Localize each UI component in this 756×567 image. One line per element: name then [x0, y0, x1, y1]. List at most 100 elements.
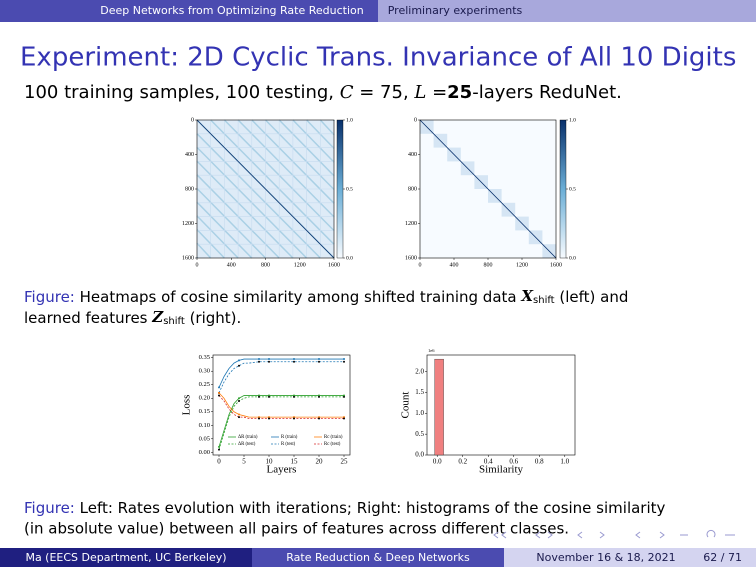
- colorbar-tick-label: 1.0: [346, 117, 353, 123]
- legend-label: Rc (test): [324, 442, 341, 447]
- caption-math: X: [520, 287, 534, 305]
- subtitle-text: =: [426, 82, 447, 103]
- caption-text: (left) and: [555, 288, 629, 306]
- heatmap-stripe: [196, 133, 321, 259]
- series-marker: [218, 391, 220, 394]
- x-tick-label: 1600: [328, 262, 340, 268]
- series-line: [218, 361, 344, 394]
- caption-text: (in absolute value) between all pairs of…: [24, 520, 569, 538]
- caption-text: Left: Rates evolution with iterations; R…: [80, 499, 666, 517]
- series-marker: [343, 417, 345, 420]
- x-tick-label: 0.8: [535, 458, 544, 466]
- x-tick-label: 1600: [550, 262, 562, 268]
- footer-left: [0, 548, 252, 567]
- footer-right: [504, 548, 756, 567]
- y-tick-label: 800: [185, 186, 194, 192]
- y-tick-label: 0: [191, 117, 194, 123]
- y-tick-label: 0.30: [199, 368, 210, 375]
- caption-subscript: shift: [163, 316, 185, 327]
- heatmap-stripe: [237, 119, 335, 218]
- colorbar-tick-label: 0.0: [346, 255, 353, 261]
- subtitle-text: 100 training samples, 100 testing,: [24, 82, 340, 103]
- series-marker: [258, 395, 260, 398]
- x-tick-label: 0.0: [433, 458, 442, 466]
- series-marker: [218, 445, 220, 448]
- subtitle-bold: 25: [447, 82, 472, 103]
- x-tick-label: 0.6: [509, 458, 518, 466]
- heatmap-stripe: [292, 119, 335, 163]
- x-tick-label: 0: [419, 262, 422, 268]
- series-marker: [268, 360, 270, 363]
- colorbar-tick-label: 0.0: [569, 255, 576, 261]
- series-marker: [293, 417, 295, 420]
- y-tick-label: 2.0: [415, 367, 424, 375]
- caption-label: Figure:: [24, 288, 75, 306]
- series-marker: [293, 358, 295, 361]
- footer-date: November 16 & 18, 2021: [536, 551, 675, 564]
- caption-subscript: shift: [533, 295, 555, 306]
- series-marker: [238, 397, 240, 400]
- footer-title: Rate Reduction & Deep Networks: [286, 551, 470, 564]
- x-tick-label: 0.4: [484, 458, 493, 466]
- header-subsection: Preliminary experiments: [388, 4, 523, 17]
- header-left-bar: [0, 0, 378, 22]
- y-tick-label: 1.0: [415, 409, 424, 417]
- series-marker: [238, 359, 240, 362]
- footer-middle: [252, 548, 504, 567]
- y-tick-label: 1600: [405, 255, 417, 261]
- plot-area: [426, 354, 576, 456]
- legend-label: ΔR (train): [238, 435, 258, 440]
- series-marker: [318, 358, 320, 361]
- y-tick-label: 0.20: [199, 395, 210, 402]
- series-line: [218, 392, 344, 418]
- x-tick-label: 5: [242, 458, 246, 466]
- series-line: [218, 358, 344, 388]
- series-line: [218, 395, 344, 448]
- series-marker: [238, 413, 240, 416]
- series-marker: [258, 417, 260, 420]
- series-marker: [258, 358, 260, 361]
- y-tick-label: 0.15: [199, 408, 210, 415]
- series-marker: [343, 395, 345, 398]
- nav-icons: [493, 529, 735, 539]
- legend-label: ΔR (test): [238, 442, 256, 447]
- x-tick-label: 0: [217, 458, 221, 466]
- x-tick-label: 1200: [516, 262, 528, 268]
- subtitle-text: = 75,: [354, 82, 415, 103]
- caption-text: learned features: [24, 309, 152, 327]
- caption-text: (right).: [185, 309, 241, 327]
- heatmap-stripe: [264, 119, 335, 191]
- series-marker: [218, 394, 220, 397]
- caption: Figure: Heatmaps of cosine similarity am…: [24, 287, 628, 306]
- series-marker: [318, 360, 320, 363]
- x-tick-label: 20: [316, 458, 324, 466]
- caption-label: Figure:: [24, 499, 75, 517]
- y-tick-label: 0: [414, 117, 417, 123]
- x-tick-label: 25: [341, 458, 349, 466]
- x-tick-label: 400: [450, 262, 459, 268]
- x-tick-label: 0.2: [458, 458, 467, 466]
- histogram-bar: [434, 358, 444, 456]
- x-tick-label: 400: [227, 262, 236, 268]
- legend-label: R (test): [281, 442, 296, 447]
- y-tick-label: 0.5: [415, 430, 424, 438]
- y-tick-label: 0.35: [199, 354, 210, 361]
- x-tick-label: 800: [484, 262, 493, 268]
- series-marker: [268, 395, 270, 398]
- series-marker: [343, 360, 345, 363]
- colorbar: [559, 119, 567, 259]
- footer-author: Ma (EECS Department, UC Berkeley): [25, 551, 226, 564]
- x-tick-label: 1200: [294, 262, 306, 268]
- x-tick-label: 15: [291, 458, 299, 466]
- series-line: [218, 395, 344, 419]
- y-tick-label: 1600: [182, 255, 194, 261]
- series-marker: [318, 417, 320, 420]
- caption: learned features Zshift (right).: [24, 308, 241, 327]
- legend-label: R (train): [281, 435, 298, 440]
- series-marker: [258, 360, 260, 363]
- y-tick-label: 0.25: [199, 381, 210, 388]
- subtitle-math: C: [340, 82, 354, 103]
- scale-label: 1e6: [428, 348, 435, 353]
